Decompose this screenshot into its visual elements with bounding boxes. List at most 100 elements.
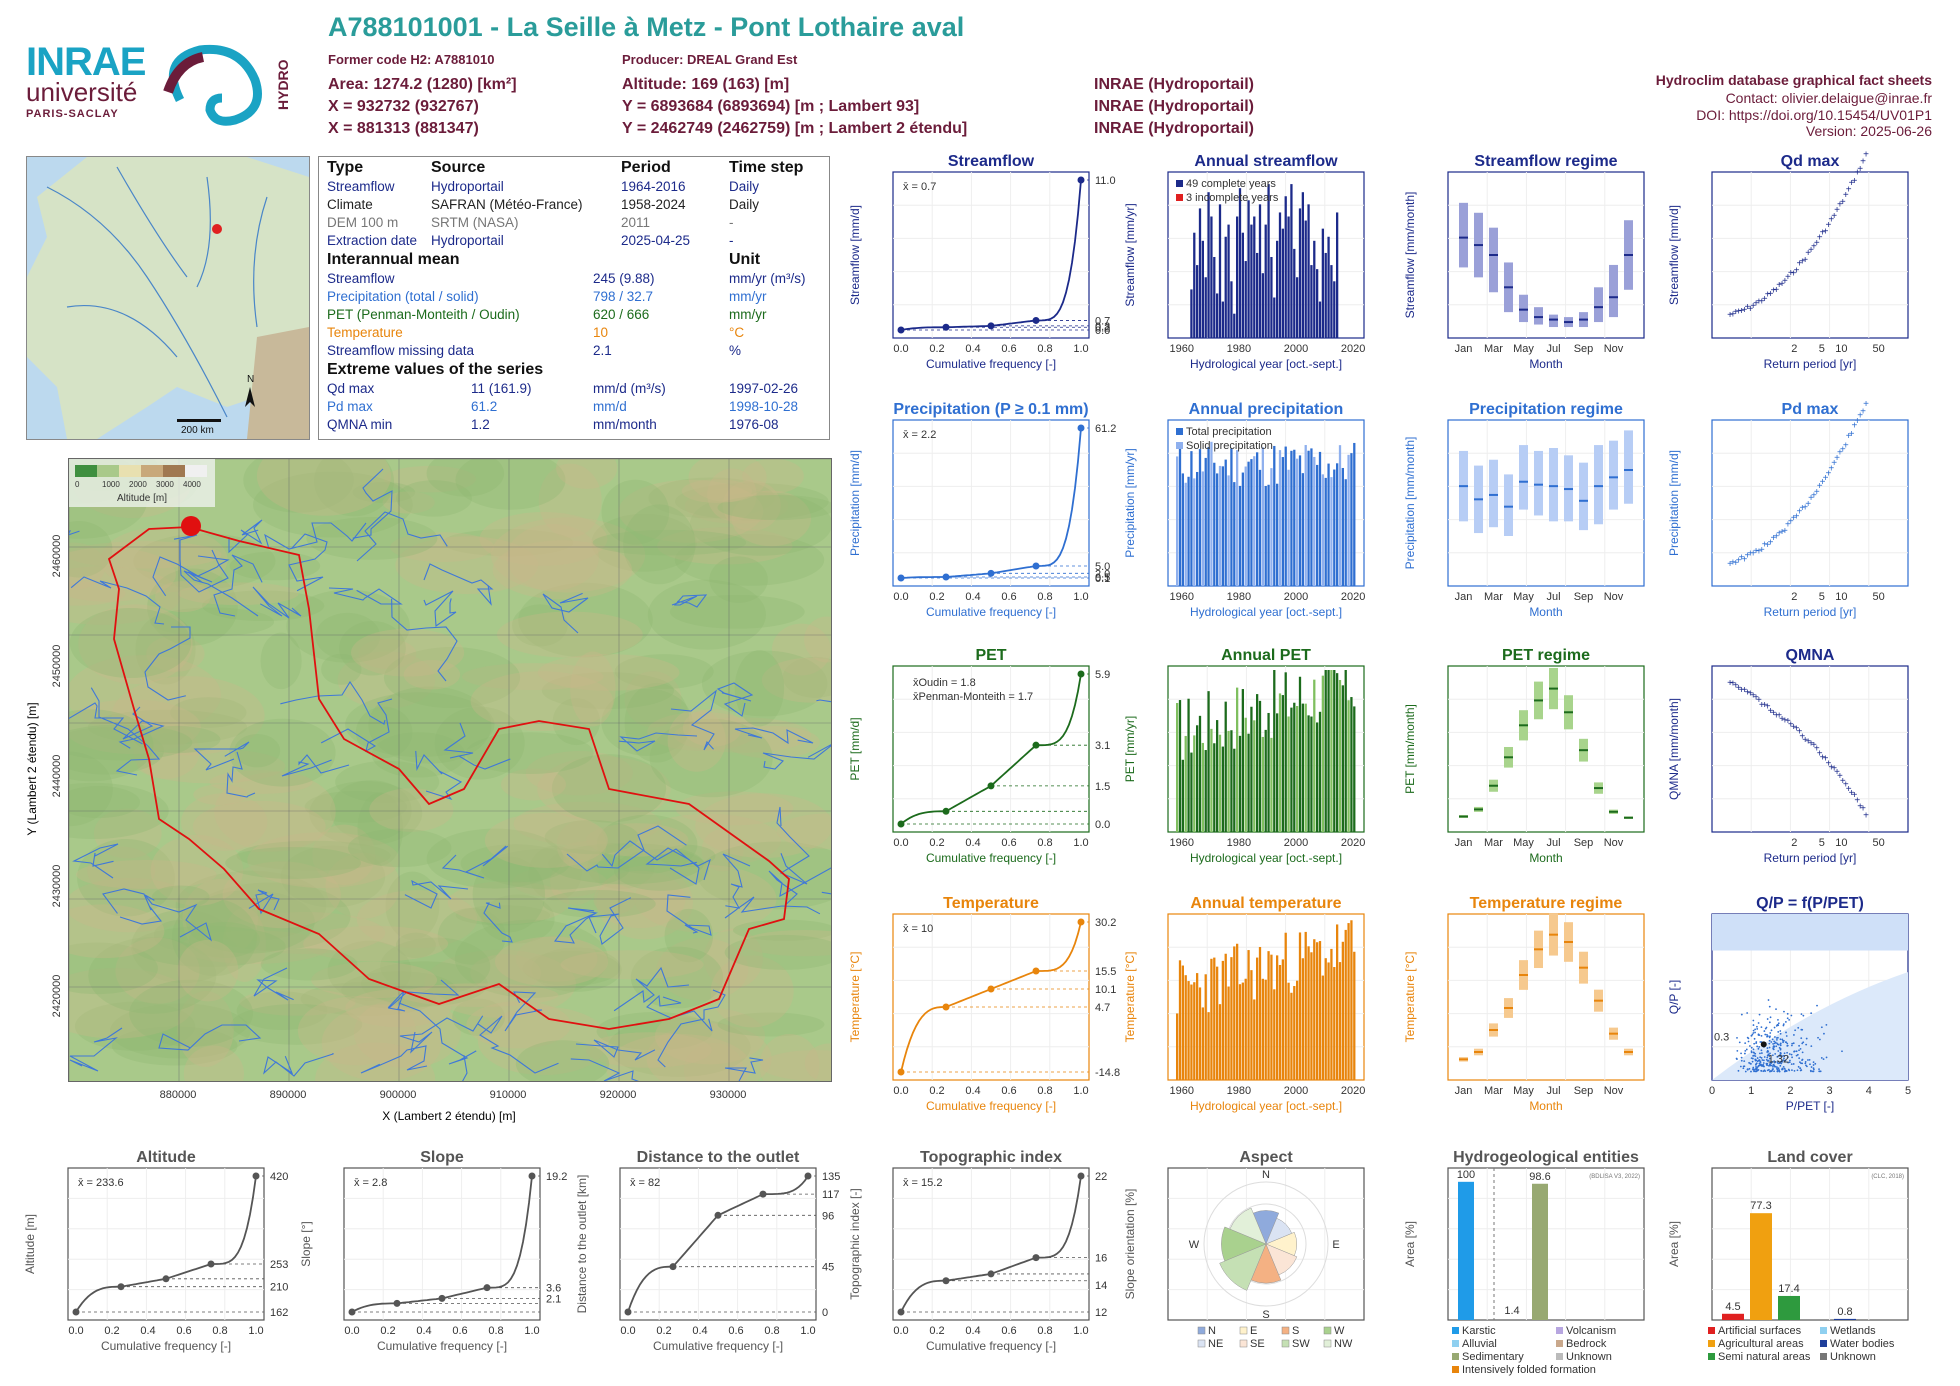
quantile-label: 0.7 [1095,315,1110,327]
mean-unit: mm/yr (m³/s) [729,271,806,286]
rp-point: + [1852,420,1858,431]
annual-bar [1276,955,1279,1080]
terrain-patch [548,842,705,885]
altitude-legend-swatch [163,465,185,477]
table-cell: DEM 100 m [327,215,399,230]
terrain-patch [664,908,714,963]
annual-bar [1236,450,1239,586]
month-tick-label: Jul [1546,343,1560,355]
terrain-patch [506,524,599,591]
quantile-point [438,1294,446,1302]
legend-label: Sedimentary [1462,1351,1524,1363]
river [570,1058,639,1081]
annual-bar [1213,743,1216,832]
qp-point [1820,1026,1823,1029]
rp-point: + [1811,242,1817,253]
qp-point [1768,1054,1771,1057]
rp-point: + [1779,714,1785,725]
terrain-patch [170,697,247,728]
terrain-patch [500,768,566,801]
river [716,682,754,717]
rp-point: + [1750,301,1756,312]
rp-point: + [1825,759,1831,770]
rp-point: + [1768,538,1774,549]
legend-swatch [1176,428,1183,435]
annual-bar [1244,466,1247,586]
terrain-patch [150,834,244,906]
qp-point [1754,1055,1757,1058]
legend-label: S [1292,1325,1299,1337]
annual-bar [1296,277,1299,338]
river [263,1053,334,1077]
annual-bar [1350,453,1353,586]
river [70,576,165,625]
station-location-marker [212,224,222,234]
quantile-label: 2.0 [1095,568,1110,580]
river [613,966,690,1012]
river [768,867,831,906]
quantile-point [669,1263,677,1271]
rp-point: + [1817,748,1823,759]
annual-bar [1336,463,1339,586]
terrain-patch [403,659,461,690]
river [152,555,230,597]
river [387,979,460,1012]
legend-label: Alluvial [1462,1338,1497,1350]
rp-point: + [1797,726,1803,737]
x-tick-label: 1.0 [1073,1085,1088,1097]
x-tick-label: 0.6 [1001,837,1016,849]
mean-label: x̄ = 15.2 [903,1177,942,1189]
quantile-point [942,807,950,815]
x-tick-label: 2020 [1341,343,1365,355]
qp-point [1812,1070,1815,1073]
rp-point: + [1820,228,1826,239]
qp-point [1752,1066,1755,1069]
qp-point [1755,1066,1757,1068]
compass-label: N [1262,1169,1270,1181]
x-tick-label: 0.6 [452,1325,467,1337]
quantile-point [348,1308,356,1316]
qp-point [1753,1037,1756,1040]
landcover-value: 4.5 [1725,1301,1740,1313]
plot-area [892,419,1090,587]
qp-point [1739,1065,1742,1068]
rp-point: + [1768,289,1774,300]
quantile-label: 5.0 [1095,561,1110,573]
aspect-sector [1229,1207,1267,1245]
rp-point: + [1788,517,1794,528]
x-tick-label: 2000 [1284,837,1308,849]
terrain-patch [484,812,608,868]
x-tick-label: 2000 [1284,343,1308,355]
qp-point [1751,1068,1754,1071]
chart-title: Hydrogeological entities [1453,1149,1639,1166]
qp-point [1760,1026,1763,1028]
legend-label: Intensively folded formation [1462,1364,1596,1376]
rp-point: + [1808,245,1814,256]
quantile-point [987,782,995,790]
qp-point [1785,1035,1788,1037]
terrain-patch [605,1034,752,1081]
table-cell: Climate [327,197,373,212]
altitude-legend-tick: 4000 [183,480,201,489]
chart-title: Distance to the outlet [637,1149,800,1166]
unfeasible-zone [1712,914,1908,951]
regime-box [1534,450,1543,516]
rp-point: + [1791,513,1797,524]
x-tick-label: 0.0 [344,1325,359,1337]
terrain-patch [701,650,828,717]
qp-point [1740,1013,1743,1016]
x-tick-label: 1.0 [1073,1325,1088,1337]
terrain-patch [110,1003,251,1059]
qp-point [1777,1050,1780,1052]
rp-point: + [1759,700,1765,711]
quantile-label: 30.2 [1095,917,1116,929]
chart-landcover: Land cover Area [%] (CLC, 2018) 4.5 77.3 17.4… [1667,1149,1909,1363]
qp-point [1764,1070,1767,1072]
annual-bar [1204,750,1207,832]
annual-bar [1270,954,1273,1080]
rp-point: + [1727,559,1733,570]
terrain-patch [236,840,391,871]
annual-bar [1258,204,1262,338]
terrain-patch [280,845,386,908]
annual-bar [1193,735,1196,832]
